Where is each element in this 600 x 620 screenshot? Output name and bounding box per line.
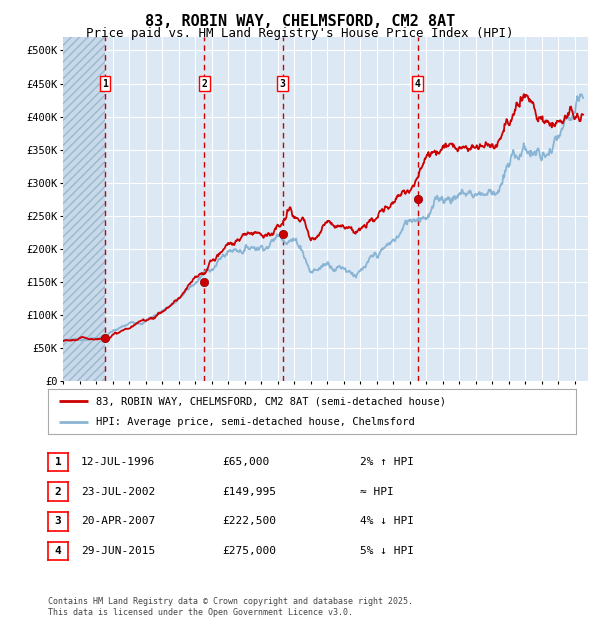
Bar bbox=[63, 37, 105, 381]
Text: 83, ROBIN WAY, CHELMSFORD, CM2 8AT: 83, ROBIN WAY, CHELMSFORD, CM2 8AT bbox=[145, 14, 455, 29]
Text: Price paid vs. HM Land Registry's House Price Index (HPI): Price paid vs. HM Land Registry's House … bbox=[86, 27, 514, 40]
Text: 4% ↓ HPI: 4% ↓ HPI bbox=[360, 516, 414, 526]
Text: 23-JUL-2002: 23-JUL-2002 bbox=[81, 487, 155, 497]
Text: HPI: Average price, semi-detached house, Chelmsford: HPI: Average price, semi-detached house,… bbox=[95, 417, 414, 427]
Text: £65,000: £65,000 bbox=[222, 457, 269, 467]
Text: 4: 4 bbox=[55, 546, 61, 556]
Text: ≈ HPI: ≈ HPI bbox=[360, 487, 394, 497]
Text: 83, ROBIN WAY, CHELMSFORD, CM2 8AT (semi-detached house): 83, ROBIN WAY, CHELMSFORD, CM2 8AT (semi… bbox=[95, 396, 446, 407]
Text: 3: 3 bbox=[55, 516, 61, 526]
Text: 2% ↑ HPI: 2% ↑ HPI bbox=[360, 457, 414, 467]
Text: 5% ↓ HPI: 5% ↓ HPI bbox=[360, 546, 414, 556]
Text: 3: 3 bbox=[280, 79, 286, 89]
Text: £275,000: £275,000 bbox=[222, 546, 276, 556]
Text: £222,500: £222,500 bbox=[222, 516, 276, 526]
Text: 20-APR-2007: 20-APR-2007 bbox=[81, 516, 155, 526]
Text: 2: 2 bbox=[55, 487, 61, 497]
Text: Contains HM Land Registry data © Crown copyright and database right 2025.
This d: Contains HM Land Registry data © Crown c… bbox=[48, 598, 413, 617]
Text: 1: 1 bbox=[55, 457, 61, 467]
Text: 4: 4 bbox=[415, 79, 421, 89]
Text: 1: 1 bbox=[102, 79, 108, 89]
Text: 12-JUL-1996: 12-JUL-1996 bbox=[81, 457, 155, 467]
Text: £149,995: £149,995 bbox=[222, 487, 276, 497]
Text: 29-JUN-2015: 29-JUN-2015 bbox=[81, 546, 155, 556]
Text: 2: 2 bbox=[202, 79, 207, 89]
